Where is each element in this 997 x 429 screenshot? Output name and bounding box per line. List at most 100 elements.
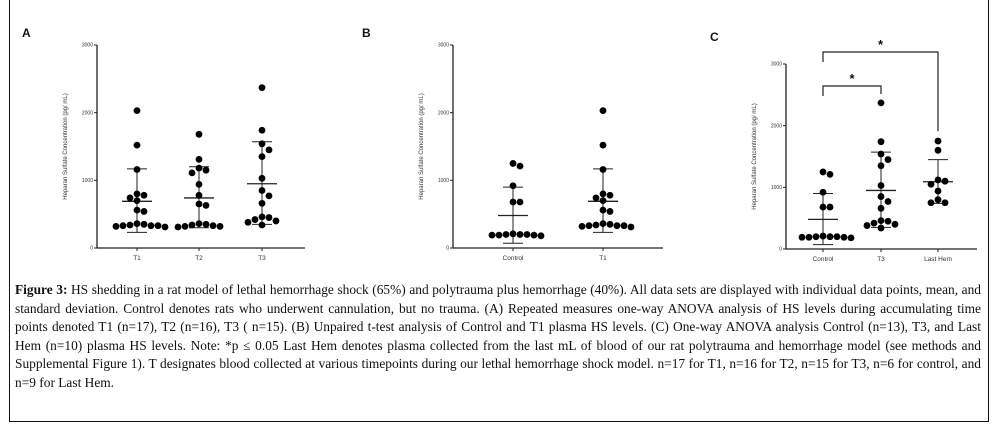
significance-star: * bbox=[849, 71, 855, 86]
data-point bbox=[161, 223, 169, 231]
data-point bbox=[606, 208, 614, 215]
x-tick-label: Control bbox=[503, 255, 525, 262]
data-point bbox=[599, 190, 607, 198]
data-point bbox=[265, 146, 273, 154]
data-point bbox=[934, 196, 942, 204]
panel-label: C bbox=[710, 30, 719, 44]
data-point bbox=[884, 198, 892, 205]
chart-panel-b: B 0 1000 2000 3000 Heparan Sulfate Concentrat… bbox=[362, 26, 663, 262]
data-point bbox=[516, 198, 524, 206]
data-point bbox=[877, 193, 885, 200]
data-point bbox=[133, 197, 141, 205]
y-tick-label: 2000 bbox=[82, 110, 93, 116]
x-tick-label: T2 bbox=[195, 255, 203, 262]
data-point bbox=[509, 160, 517, 167]
data-point bbox=[585, 222, 593, 230]
data-point bbox=[877, 138, 885, 146]
caption-text: HS shedding in a rat model of lethal hem… bbox=[15, 282, 981, 390]
data-point bbox=[195, 191, 203, 199]
data-point bbox=[927, 199, 935, 207]
y-tick-label: 0 bbox=[90, 246, 93, 252]
data-point bbox=[884, 217, 892, 225]
data-point bbox=[258, 187, 266, 194]
panel-label: B bbox=[362, 26, 371, 40]
data-point bbox=[877, 99, 885, 107]
data-point bbox=[592, 221, 600, 229]
data-point bbox=[530, 231, 538, 239]
x-tick-label: T3 bbox=[258, 255, 266, 262]
data-point bbox=[272, 217, 280, 225]
data-point bbox=[613, 222, 621, 230]
data-point bbox=[870, 219, 878, 227]
data-point bbox=[798, 233, 806, 241]
data-point bbox=[877, 150, 885, 158]
data-point bbox=[877, 204, 885, 212]
data-point bbox=[847, 234, 855, 242]
y-tick-label: 3000 bbox=[82, 43, 93, 49]
data-point bbox=[265, 192, 273, 200]
data-point bbox=[599, 141, 607, 149]
data-point bbox=[202, 166, 210, 174]
y-axis-title: Heparan Sulfate Concentration (pg/ mL) bbox=[752, 103, 758, 209]
data-point bbox=[195, 155, 203, 163]
data-point bbox=[133, 190, 141, 198]
data-point bbox=[509, 198, 517, 206]
data-point bbox=[126, 221, 134, 229]
data-point bbox=[265, 214, 273, 221]
data-point bbox=[819, 232, 827, 240]
y-tick-label: 1000 bbox=[438, 178, 449, 184]
x-tick-label: Control bbox=[813, 256, 835, 263]
data-point bbox=[934, 176, 942, 184]
y-tick-label: 3000 bbox=[771, 62, 782, 68]
data-point bbox=[258, 199, 266, 207]
data-point bbox=[819, 203, 827, 211]
data-point bbox=[812, 233, 820, 241]
data-point bbox=[258, 221, 266, 229]
data-point bbox=[188, 221, 196, 229]
data-point bbox=[509, 182, 517, 190]
significance-bracket bbox=[822, 85, 882, 96]
data-point bbox=[216, 222, 224, 230]
data-point bbox=[188, 169, 196, 177]
data-point bbox=[112, 222, 120, 230]
data-point bbox=[195, 164, 203, 172]
chart-panel-a: A 0 1000 2000 3000 Heparan Sulfate Concentrat… bbox=[22, 26, 305, 262]
data-point bbox=[578, 222, 586, 230]
data-point bbox=[523, 231, 531, 238]
data-point bbox=[258, 126, 266, 134]
data-point bbox=[258, 140, 266, 148]
y-tick-label: 2000 bbox=[771, 123, 782, 129]
data-point bbox=[133, 220, 141, 228]
data-point bbox=[606, 220, 614, 228]
data-point bbox=[133, 107, 141, 115]
y-tick-label: 3000 bbox=[438, 43, 449, 49]
data-point bbox=[174, 223, 182, 231]
data-point bbox=[133, 166, 141, 173]
data-point bbox=[606, 191, 614, 199]
panel-label: A bbox=[22, 26, 31, 40]
y-tick-label: 1000 bbox=[82, 178, 93, 184]
data-point bbox=[133, 206, 141, 214]
y-axis-title: Heparan Sulfate Concentration (pg/ mL) bbox=[63, 93, 69, 199]
data-point bbox=[877, 224, 885, 232]
chart-panel-c: C 0 1000 2000 3000 Heparan Sulfate Concentrat… bbox=[710, 30, 977, 263]
y-tick-label: 1000 bbox=[771, 185, 782, 191]
data-point bbox=[599, 166, 607, 173]
data-point bbox=[819, 188, 827, 196]
data-point bbox=[826, 233, 834, 241]
data-point bbox=[251, 216, 259, 223]
data-point bbox=[840, 233, 848, 241]
data-point bbox=[599, 220, 607, 228]
data-point bbox=[516, 231, 524, 238]
data-point bbox=[195, 220, 203, 228]
data-point bbox=[202, 220, 210, 228]
data-point bbox=[826, 203, 834, 211]
data-point bbox=[877, 217, 885, 225]
data-point bbox=[941, 199, 949, 207]
data-point bbox=[599, 206, 607, 214]
data-point bbox=[147, 222, 155, 230]
data-point bbox=[877, 182, 885, 189]
data-point bbox=[119, 222, 127, 230]
data-point bbox=[927, 180, 935, 188]
data-point bbox=[509, 230, 517, 238]
